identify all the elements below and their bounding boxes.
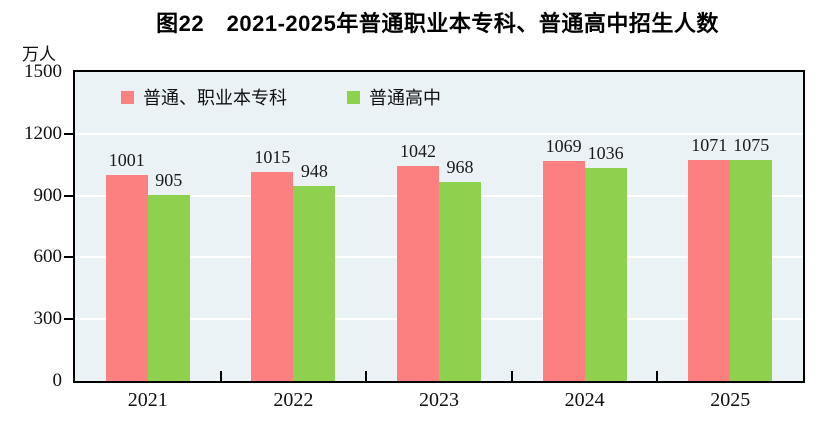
x-tick-mark-1 — [219, 371, 222, 381]
value-label-series-1-2021: 905 — [155, 169, 183, 190]
bar-series-0-2024 — [542, 160, 585, 381]
y-tick-label-300: 300 — [33, 308, 63, 330]
legend: 普通、职业本专科 普通高中 — [121, 84, 441, 110]
y-tick-mark-1200 — [64, 132, 73, 135]
legend-item-0: 普通、职业本专科 — [121, 84, 287, 110]
bar-group-2025: 1071 1075 — [657, 72, 803, 381]
bar-series-0-2023 — [396, 166, 439, 381]
y-axis-labels: 0 300 600 900 1200 1500 — [0, 61, 63, 391]
y-tick-mark-900 — [64, 194, 73, 197]
bar-group-2021: 1001 905 — [75, 72, 221, 381]
x-axis-label-2025: 2025 — [710, 389, 751, 411]
plot-area: 普通、职业本专科 普通高中 1001 905 1015 948 1042 968 1069 10… — [73, 70, 805, 383]
bar-series-1-2025 — [730, 159, 773, 381]
value-label-series-1-2025: 1075 — [733, 134, 770, 155]
bar-series-0-2021 — [105, 174, 148, 381]
x-axis-label-2024: 2024 — [564, 389, 605, 411]
value-label-series-0-2022: 1015 — [254, 146, 291, 167]
legend-label-0: 普通、职业本专科 — [143, 88, 287, 108]
chart-title: 图22 2021-2025年普通职业本专科、普通高中招生人数 — [156, 11, 719, 36]
value-label-series-1-2024: 1036 — [587, 142, 624, 163]
y-tick-label-1200: 1200 — [24, 122, 62, 144]
legend-item-1: 普通高中 — [347, 84, 441, 110]
value-label-series-0-2024: 1069 — [545, 135, 582, 156]
y-tick-label-0: 0 — [52, 370, 63, 391]
value-label-series-0-2021: 1001 — [108, 149, 145, 170]
value-label-series-0-2023: 1042 — [399, 141, 436, 162]
y-tick-label-900: 900 — [33, 184, 63, 206]
x-tick-mark-4 — [656, 371, 659, 381]
bar-group-2023: 1042 968 — [366, 72, 512, 381]
y-tick-label-1500: 1500 — [24, 61, 62, 82]
y-axis-unit-label: 万人 — [22, 45, 56, 64]
legend-swatch-icon-0 — [121, 90, 134, 104]
legend-swatch-icon-1 — [347, 90, 360, 104]
x-axis-label-2021: 2021 — [127, 389, 168, 411]
y-tick-mark-300 — [64, 318, 73, 321]
value-label-series-1-2023: 968 — [446, 156, 474, 177]
bar-series-1-2023 — [438, 181, 481, 381]
value-label-series-1-2022: 948 — [300, 160, 328, 181]
x-tick-mark-3 — [510, 371, 513, 381]
bar-group-2024: 1069 1036 — [512, 72, 658, 381]
bar-series-0-2022 — [251, 171, 294, 381]
x-axis-labels: 2021 2022 2023 2024 2025 — [75, 387, 803, 415]
gridline-1200 — [75, 132, 803, 135]
x-axis-label-2022: 2022 — [273, 389, 314, 411]
x-axis-label-2023: 2023 — [418, 389, 459, 411]
y-tick-label-600: 600 — [33, 246, 63, 268]
bar-series-1-2021 — [147, 194, 190, 381]
bar-series-0-2025 — [688, 160, 731, 381]
x-tick-mark-2 — [365, 371, 368, 381]
legend-label-1: 普通高中 — [369, 88, 441, 108]
bar-group-2022: 1015 948 — [221, 72, 367, 381]
y-tick-mark-600 — [64, 256, 73, 259]
value-label-series-0-2025: 1071 — [691, 135, 728, 156]
bar-series-1-2024 — [584, 167, 627, 381]
bar-series-1-2022 — [293, 185, 336, 381]
